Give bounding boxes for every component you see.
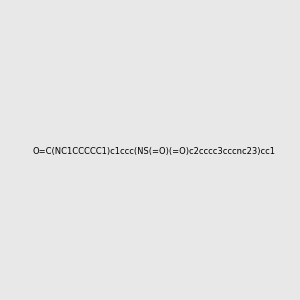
Text: O=C(NC1CCCCC1)c1ccc(NS(=O)(=O)c2cccc3cccnc23)cc1: O=C(NC1CCCCC1)c1ccc(NS(=O)(=O)c2cccc3ccc… [32,147,275,156]
